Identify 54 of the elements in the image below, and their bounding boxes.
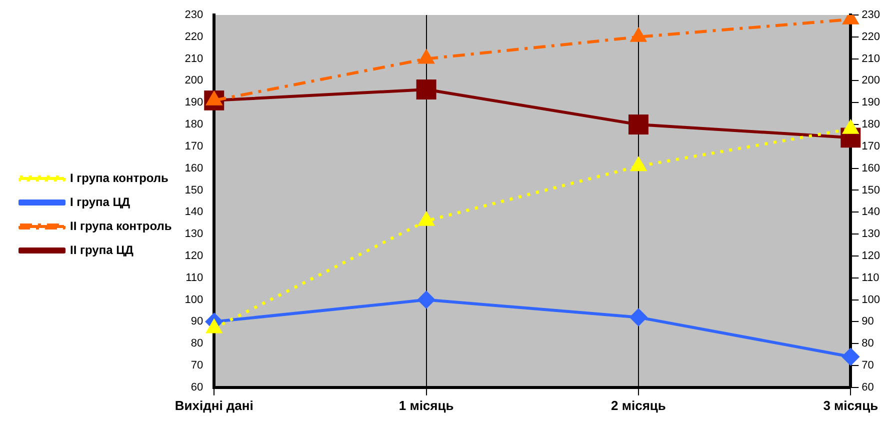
y2-tick-label: 200 [862,74,880,87]
y2-tick-label: 130 [862,228,880,240]
y-tick-label: 200 [184,74,204,87]
y-tick-label: 120 [184,250,204,262]
y2-tick-label: 220 [862,30,880,43]
y-tick-label: 160 [184,162,204,174]
legend-label: II група ЦД [70,242,134,257]
point [416,79,436,100]
y-tick-label: 140 [184,206,204,218]
y2-tick-label: 90 [862,316,874,328]
y2-tick-label: 190 [862,96,880,109]
point [418,50,434,64]
y2-tick-label: 110 [862,272,880,284]
y-tick-label: 150 [184,184,204,196]
y2-tick-label: 80 [862,338,874,350]
y2-tick-label: 150 [862,184,880,196]
y-tick-label: 80 [190,338,204,350]
y-tick-label: 90 [190,316,204,328]
y2-tick-label: 140 [862,206,880,218]
x-tick-label: 3 місяць [823,398,878,413]
y-tick-label: 110 [186,272,204,284]
y2-tick-label: 230 [862,9,880,22]
y-tick-label: 210 [184,52,204,65]
y-tick-label: 170 [184,140,204,152]
y2-tick-label: 160 [862,162,880,174]
y-tick-label: 230 [184,9,204,22]
x-tick-label: 2 місяць [611,398,666,413]
point [842,348,860,366]
legend-label: II група контроль [70,218,172,233]
y-tick-label: 180 [184,118,204,131]
point [630,308,647,326]
y-tick-label: 190 [184,96,204,109]
y-tick-label: 100 [184,294,204,306]
x-tick-label: Вихідні дані [174,398,254,413]
point [630,158,646,172]
y2-tick-label: 120 [862,250,880,262]
y2-tick-label: 60 [862,381,874,394]
y2-tick-label: 100 [862,294,880,306]
y2-tick-label: 180 [862,118,880,131]
point [418,212,434,226]
x-tick-label: 1 місяць [398,398,454,413]
y-tick-label: 220 [184,30,204,43]
y2-tick-label: 70 [862,360,874,372]
y-tick-label: 60 [190,381,204,394]
legend-label: I група контроль [70,170,168,185]
y2-tick-label: 210 [862,52,880,65]
y-tick-label: 70 [190,360,204,372]
point [418,291,435,308]
point [628,114,648,135]
point [630,28,646,42]
y-tick-label: 130 [184,228,204,240]
legend-label: I група ЦД [70,194,131,209]
point [843,120,858,134]
y2-tick-label: 170 [862,140,880,152]
